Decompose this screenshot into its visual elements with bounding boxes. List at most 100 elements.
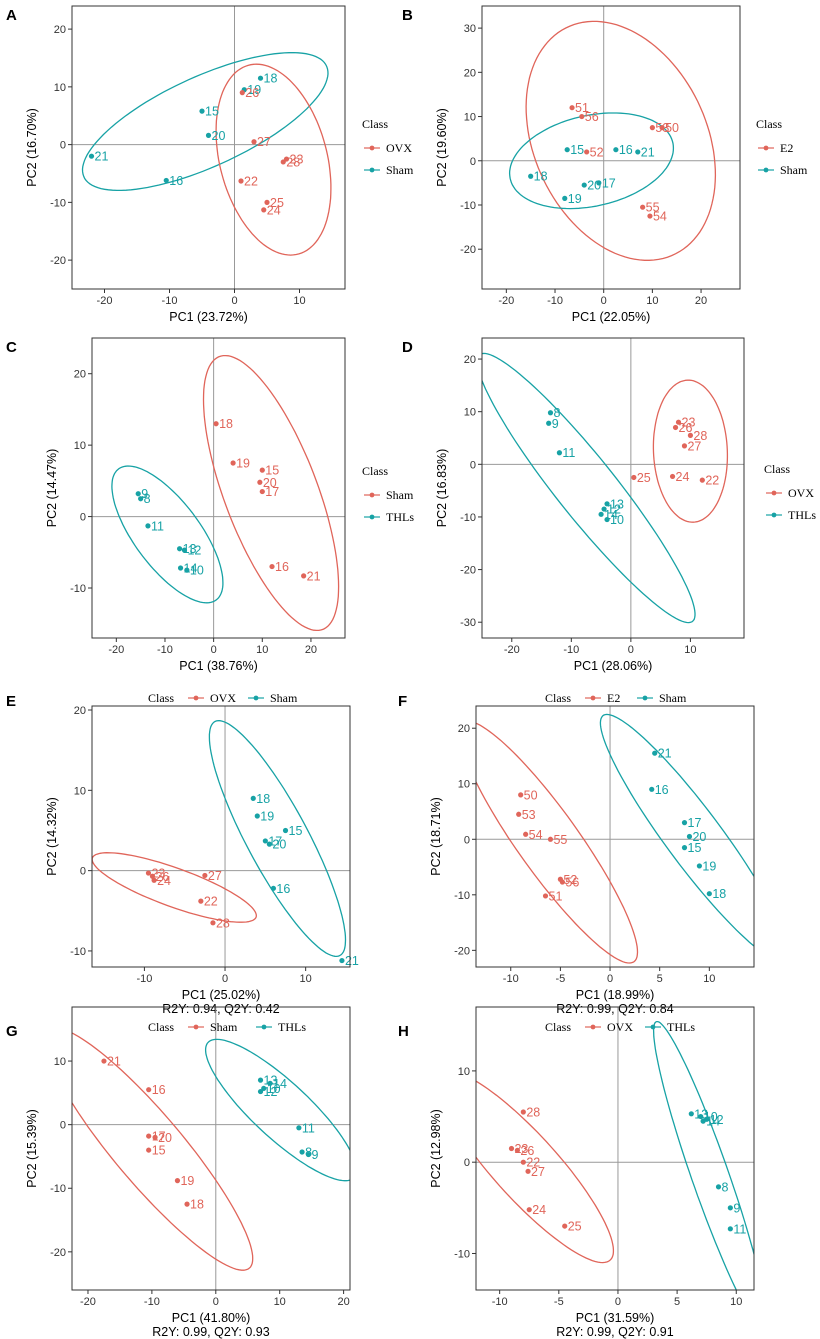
point-label: 54 (653, 210, 667, 224)
legend-item-label: Sham (386, 163, 414, 177)
data-point (135, 491, 141, 497)
y-tick-label: -20 (460, 565, 476, 577)
point-label: 11 (733, 1222, 746, 1236)
data-point (564, 147, 570, 153)
data-point (649, 786, 655, 792)
data-point (528, 173, 534, 179)
legend-item-label: Sham (270, 691, 298, 705)
confidence-ellipse (599, 713, 754, 947)
point-label: 13 (610, 497, 624, 511)
point-label: 20 (692, 830, 706, 844)
legend: Class OVX THLs (545, 1020, 695, 1034)
data-point (681, 845, 688, 851)
y-tick-label: -10 (70, 946, 86, 958)
confidence-ellipse (208, 720, 347, 958)
legend: Class Sham THLs (148, 1020, 306, 1034)
point-label: 27 (531, 1165, 545, 1179)
legend-item-label: OVX (386, 141, 412, 155)
data-point (270, 885, 277, 891)
point-label: 15 (688, 841, 702, 855)
data-point (199, 108, 205, 114)
point-label: 24 (267, 203, 281, 217)
y-axis-title: PC2 (14.47%) (45, 449, 59, 528)
data-point (631, 474, 637, 481)
legend-title: Class (756, 117, 782, 131)
point-label: 21 (307, 569, 321, 583)
plot-frame (71, 5, 346, 290)
model-fit-subtitle: R2Y: 0.99, Q2Y: 0.91 (556, 1325, 673, 1339)
point-label: 19 (568, 192, 582, 206)
y-tick-label: -20 (50, 255, 66, 267)
point-label: 15 (289, 824, 303, 838)
point-label: 27 (687, 439, 701, 453)
point-label: 15 (265, 464, 279, 478)
data-point (598, 511, 604, 517)
y-tick-label: -20 (50, 1247, 66, 1259)
legend-item-label: Sham (386, 488, 414, 502)
point-label: 14 (273, 1077, 287, 1091)
legend-item-label: THLs (386, 510, 414, 524)
data-point (584, 149, 590, 155)
confidence-ellipse (72, 1032, 254, 1271)
y-tick-label: 0 (80, 866, 86, 878)
point-label: 52 (590, 145, 604, 159)
x-tick-label: 10 (703, 973, 715, 985)
y-tick-label: -10 (50, 197, 66, 209)
y-tick-label: 0 (464, 1157, 470, 1169)
data-point (604, 501, 610, 507)
point-label: 18 (712, 887, 726, 901)
point-label: 18 (219, 417, 233, 431)
data-point (640, 204, 646, 210)
data-point (675, 419, 682, 425)
x-tick-label: -10 (547, 295, 563, 307)
point-label: 21 (658, 747, 672, 761)
data-point (526, 1207, 532, 1213)
point-label: 24 (676, 470, 690, 484)
y-tick-label: 20 (464, 354, 476, 366)
panel-letter: E (6, 693, 16, 710)
panel-b: B5156535052555415162118201719-20-1001020… (402, 5, 808, 324)
x-axis-title: PC1 (28.06%) (574, 659, 653, 673)
legend-key-dot (193, 695, 199, 701)
x-tick-label: 5 (657, 973, 663, 985)
y-tick-label: -10 (50, 1183, 66, 1195)
data-point (659, 125, 665, 131)
point-label: 21 (107, 1055, 121, 1069)
data-point (146, 1133, 152, 1139)
legend-key-dot (771, 490, 777, 496)
y-tick-label: -10 (460, 512, 476, 524)
data-point (261, 1085, 267, 1092)
data-point (562, 195, 568, 201)
x-tick-label: 10 (684, 644, 696, 656)
data-point (542, 893, 549, 899)
data-point (715, 1184, 722, 1190)
point-label: 14 (706, 1115, 720, 1129)
point-label: 21 (95, 150, 109, 164)
legend-item-label: Sham (780, 163, 808, 177)
data-point (149, 873, 156, 879)
x-tick-label: -20 (97, 295, 113, 307)
point-label: 11 (302, 1121, 315, 1135)
data-point (145, 870, 152, 876)
x-tick-label: 5 (674, 1296, 680, 1308)
point-label: 26 (245, 86, 259, 100)
legend: Class E2 Sham (756, 117, 808, 177)
point-label: 16 (276, 882, 290, 896)
point-label: 10 (610, 513, 624, 527)
data-point (259, 467, 265, 473)
legend-item-label: Sham (210, 1020, 238, 1034)
x-tick-label: -10 (563, 644, 579, 656)
data-point (262, 838, 268, 844)
data-point (213, 421, 219, 427)
data-point (299, 1149, 305, 1155)
point-label: 22 (526, 1156, 540, 1170)
x-tick-label: -20 (504, 644, 520, 656)
data-point (177, 565, 184, 571)
point-label: 25 (637, 471, 651, 485)
data-point (238, 178, 244, 184)
point-label: 16 (152, 1083, 166, 1097)
legend-item-label: OVX (788, 486, 814, 500)
